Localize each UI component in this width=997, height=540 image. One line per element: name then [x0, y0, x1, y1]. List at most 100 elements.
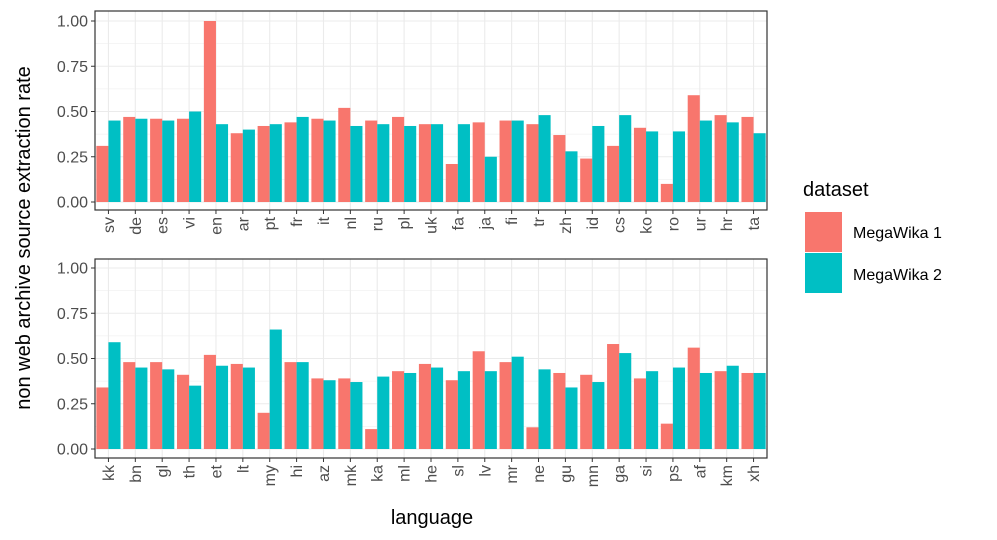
bar-ka-megawika-1: [365, 429, 378, 449]
bar-ps-megawika-1: [660, 423, 673, 449]
x-tick-label: si: [639, 465, 656, 477]
y-tick-label: 0.25: [57, 396, 88, 413]
x-tick-label: cs: [612, 217, 629, 233]
bar-fa-megawika-2: [457, 124, 470, 202]
y-tick-label: 1.00: [57, 261, 88, 278]
y-tick-label: 0.75: [57, 59, 88, 76]
x-tick-label: sl: [450, 465, 467, 477]
bar-lv-megawika-2: [484, 371, 497, 449]
bar-lv-megawika-1: [472, 351, 485, 449]
x-tick-label: it: [316, 216, 333, 225]
x-tick-label: mr: [504, 464, 521, 483]
bar-de-megawika-2: [135, 118, 148, 202]
x-tick-label: pl: [397, 217, 414, 229]
bar-es-megawika-1: [150, 118, 163, 202]
y-tick-label: 0.25: [57, 149, 88, 166]
bar-nl-megawika-2: [350, 125, 363, 202]
bar-mn-megawika-1: [580, 374, 593, 449]
x-tick-label: es: [155, 217, 172, 234]
bar-zh-megawika-1: [553, 135, 566, 202]
bar-nl-megawika-1: [338, 107, 351, 202]
y-tick-label: 0.00: [57, 195, 88, 212]
bar-fi-megawika-2: [511, 120, 524, 202]
bar-af-megawika-1: [687, 347, 700, 449]
bar-ml-megawika-2: [404, 372, 417, 449]
x-tick-label: hi: [289, 465, 306, 477]
bar-my-megawika-1: [257, 412, 270, 449]
bar-pl-megawika-1: [392, 116, 405, 202]
bar-mr-megawika-1: [499, 362, 512, 449]
bar-bn-megawika-1: [123, 362, 136, 449]
bar-gl-megawika-2: [162, 369, 175, 449]
bar-th-megawika-1: [176, 374, 190, 449]
bar-sv-megawika-1: [96, 145, 109, 202]
bar-ga-megawika-2: [619, 353, 632, 449]
legend-label-megawika-2: MegaWika 2: [853, 267, 942, 284]
bar-ga-megawika-1: [607, 344, 620, 449]
bar-sl-megawika-2: [457, 371, 470, 449]
bar-km-megawika-1: [714, 371, 727, 449]
x-tick-label: ar: [235, 216, 252, 231]
bar-xh-megawika-2: [753, 372, 766, 449]
bar-hr-megawika-2: [726, 122, 739, 202]
x-tick-label: fa: [450, 217, 467, 230]
bar-cs-megawika-1: [607, 145, 620, 202]
bar-ne-megawika-2: [538, 369, 551, 449]
x-tick-label: ko: [639, 217, 656, 234]
y-tick-label: 1.00: [57, 14, 88, 31]
bar-pt-megawika-1: [257, 125, 270, 202]
x-tick-label: ru: [370, 217, 387, 231]
bar-gu-megawika-1: [553, 372, 566, 449]
x-tick-label: uk: [424, 216, 441, 234]
x-tick-label: gl: [155, 465, 172, 477]
bar-si-megawika-1: [633, 378, 647, 449]
bar-ro-megawika-2: [672, 131, 686, 202]
x-tick-label: tr: [531, 216, 548, 226]
bar-ru-megawika-2: [377, 124, 390, 202]
bar-lt-megawika-2: [242, 367, 255, 449]
bar-fr-megawika-2: [296, 116, 309, 202]
bar-tr-megawika-2: [538, 115, 551, 202]
bar-si-megawika-2: [646, 371, 659, 449]
bar-ko-megawika-2: [646, 131, 659, 202]
bar-ne-megawika-1: [526, 427, 539, 449]
x-tick-label: af: [692, 464, 709, 478]
x-tick-label: en: [208, 217, 225, 235]
x-tick-label: pt: [262, 216, 279, 230]
bar-xh-megawika-1: [741, 372, 754, 449]
bar-mk-megawika-2: [350, 382, 363, 449]
bar-ur-megawika-2: [699, 120, 712, 202]
bar-hr-megawika-1: [714, 115, 727, 202]
x-tick-label: fr: [289, 216, 306, 226]
x-tick-label: fi: [504, 217, 521, 225]
bar-fr-megawika-1: [284, 122, 297, 202]
bar-uk-megawika-2: [431, 124, 444, 202]
bar-id-megawika-1: [580, 158, 593, 202]
bar-he-megawika-2: [431, 367, 444, 449]
bar-mn-megawika-2: [592, 382, 605, 449]
bar-he-megawika-1: [418, 363, 431, 449]
bar-sv-megawika-2: [108, 120, 121, 202]
x-tick-label: zh: [558, 217, 575, 234]
y-tick-label: 0.75: [57, 306, 88, 323]
bar-ur-megawika-1: [687, 95, 700, 202]
bar-kk-megawika-1: [96, 387, 109, 449]
x-tick-label: lv: [477, 465, 494, 477]
bar-vi-megawika-2: [189, 111, 202, 202]
x-tick-label: ps: [665, 465, 682, 482]
panel-2: 0.00 0.25 0.50 0.75 1.00 kk bn gl th et lt my hi az mk…: [57, 258, 768, 487]
y-tick-label: 0.50: [57, 104, 88, 121]
bar-fi-megawika-1: [499, 120, 512, 202]
bar-sl-megawika-1: [445, 380, 458, 449]
bar-vi-megawika-1: [176, 118, 190, 202]
panel-border: [94, 10, 768, 211]
x-tick-label: kk: [101, 464, 118, 481]
x-tick-label: bn: [128, 465, 145, 483]
x-tick-label: xh: [746, 465, 763, 482]
bar-id-megawika-2: [592, 125, 605, 202]
x-tick-label: lt: [235, 464, 252, 473]
x-tick-label: my: [262, 465, 279, 486]
bar-ml-megawika-1: [392, 371, 405, 449]
x-tick-label: he: [424, 465, 441, 483]
